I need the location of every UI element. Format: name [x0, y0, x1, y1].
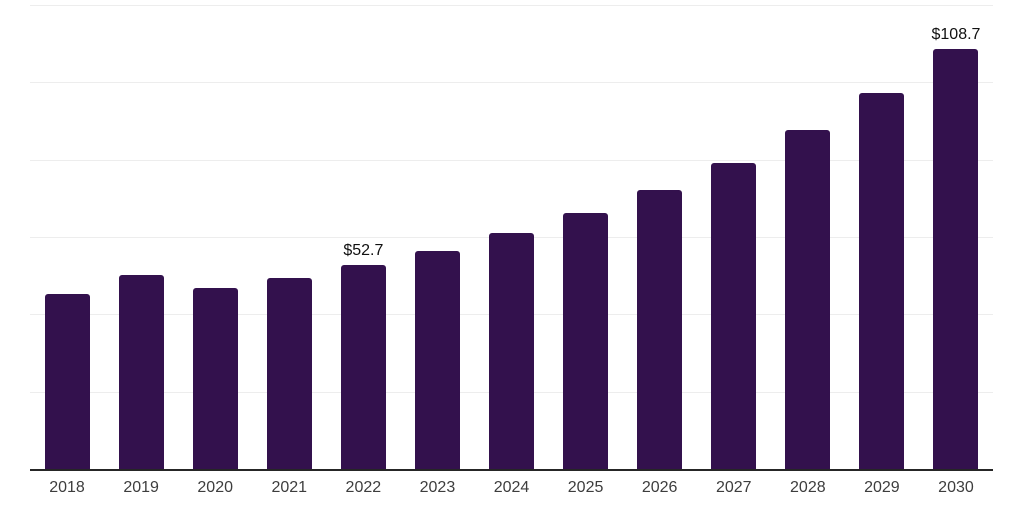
- bar-slot-2022: $52.7: [326, 5, 400, 469]
- x-tick-2019: 2019: [123, 479, 159, 496]
- x-tick-2025: 2025: [567, 479, 604, 496]
- bar-2023: [414, 251, 460, 469]
- x-tick-2026: 2026: [641, 479, 678, 496]
- bar-2018: [44, 294, 90, 469]
- bar-slot-2029: [845, 5, 919, 469]
- bar-slot-2024: [474, 5, 548, 469]
- bar-slots: $52.7 $108.7: [30, 5, 993, 469]
- gridline-100: [30, 82, 993, 84]
- bar-slot-2018: [30, 5, 104, 469]
- x-tick-2029: 2029: [864, 479, 900, 496]
- bar-2026: [637, 190, 683, 469]
- bar-2021: [266, 277, 312, 469]
- x-tick-2027: 2027: [715, 479, 752, 496]
- bar-2027: [711, 162, 757, 469]
- x-tick-2020: 2020: [197, 479, 233, 496]
- bar-2022: [340, 265, 386, 469]
- x-tick-2024: 2024: [493, 479, 530, 496]
- x-tick-2028: 2028: [790, 479, 826, 496]
- x-tick-2023: 2023: [419, 479, 456, 496]
- bar-slot-2021: [252, 5, 326, 469]
- bar-2030: [933, 48, 979, 469]
- gridline-80: [30, 159, 993, 161]
- bar-slot-2025: [549, 5, 623, 469]
- plot-area: $52.7 $108.7: [30, 5, 993, 471]
- bar-slot-2027: [697, 5, 771, 469]
- bar-2019: [118, 274, 164, 469]
- x-tick-2021: 2021: [271, 479, 308, 496]
- bar-2025: [563, 213, 609, 469]
- bar-2024: [489, 233, 534, 469]
- x-axis-labels: 2018 2019 2020 2021 2022 2023 2024 2025 2026 2027…: [30, 478, 993, 498]
- bar-slot-2026: [623, 5, 697, 469]
- x-tick-2018: 2018: [49, 479, 85, 496]
- value-label-2022: $52.7: [343, 242, 384, 260]
- bar-slot-2020: [178, 5, 252, 469]
- value-label-2030: $108.7: [931, 25, 981, 43]
- bar-slot-2028: [771, 5, 845, 469]
- bar-2028: [785, 129, 831, 469]
- bar-slot-2030: $108.7: [919, 5, 993, 469]
- bar-2020: [192, 287, 238, 469]
- bar-2029: [859, 93, 905, 469]
- x-tick-2022: 2022: [345, 479, 382, 496]
- bar-slot-2019: [104, 5, 178, 469]
- gridline-120: [30, 5, 993, 6]
- bar-slot-2023: [400, 5, 474, 469]
- x-tick-2030: 2030: [938, 479, 974, 496]
